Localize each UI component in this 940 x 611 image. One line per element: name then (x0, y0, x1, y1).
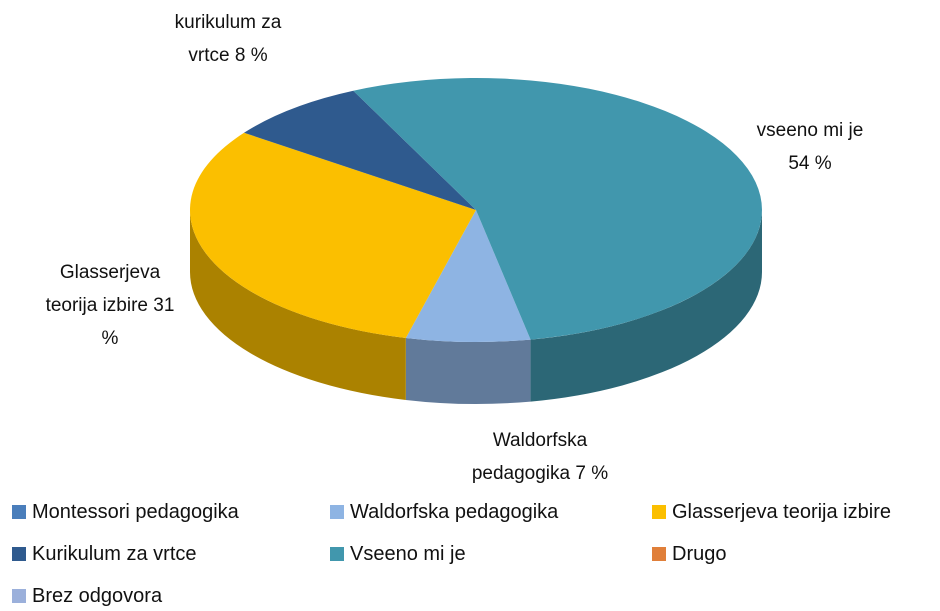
legend-label: Brez odgovora (32, 584, 163, 607)
slice (244, 90, 476, 210)
pie-area (190, 78, 762, 404)
legend-swatch (12, 547, 26, 561)
data-label-name: vseeno mi je (756, 120, 864, 141)
legend-label: Glasserjeva teorija izbire (672, 500, 891, 523)
legend-item: Montessori pedagogika (12, 494, 330, 530)
slice-side (405, 337, 531, 404)
slice (190, 132, 476, 338)
data-label-name: Waldorfska pedagogika (471, 430, 588, 484)
data-label: Glasserjeva teorija izbire 31 % (40, 256, 180, 355)
legend-swatch (12, 505, 26, 519)
legend-label: Waldorfska pedagogika (350, 500, 559, 523)
data-label-value: 7 % (575, 463, 609, 484)
slice (353, 78, 762, 340)
legend-label: Drugo (672, 542, 727, 565)
data-label: kurikulum za vrtce 8 % (158, 6, 298, 72)
legend-swatch (330, 547, 344, 561)
data-label: Waldorfska pedagogika 7 % (455, 424, 625, 490)
legend: Montessori pedagogika Waldorfska pedagogi… (12, 494, 940, 611)
legend-label: Montessori pedagogika (32, 500, 239, 523)
legend-item: Glasserjeva teorija izbire (652, 494, 940, 530)
legend-item: Waldorfska pedagogika (330, 494, 652, 530)
legend-label: Kurikulum za vrtce (32, 542, 197, 565)
slice (405, 210, 531, 343)
legend-swatch (330, 505, 344, 519)
legend-item: Vseeno mi je (330, 536, 652, 572)
slice-side (530, 210, 762, 402)
legend-label: Vseeno mi je (350, 542, 466, 565)
legend-swatch (652, 505, 666, 519)
legend-item: Drugo (652, 536, 940, 572)
legend-item: Brez odgovora (12, 578, 330, 611)
data-label-name: kurikulum za vrtce (174, 12, 282, 66)
data-label-value: 31 % (101, 295, 175, 349)
data-label-value: 54 % (788, 153, 832, 174)
data-label-name: Glasserjeva teorija izbire (45, 262, 161, 316)
legend-item: Kurikulum za vrtce (12, 536, 330, 572)
legend-swatch (12, 589, 26, 603)
slice-side (190, 210, 406, 400)
data-label: vseeno mi je 54 % (745, 114, 875, 180)
data-label-value: 8 % (234, 45, 268, 66)
legend-swatch (652, 547, 666, 561)
